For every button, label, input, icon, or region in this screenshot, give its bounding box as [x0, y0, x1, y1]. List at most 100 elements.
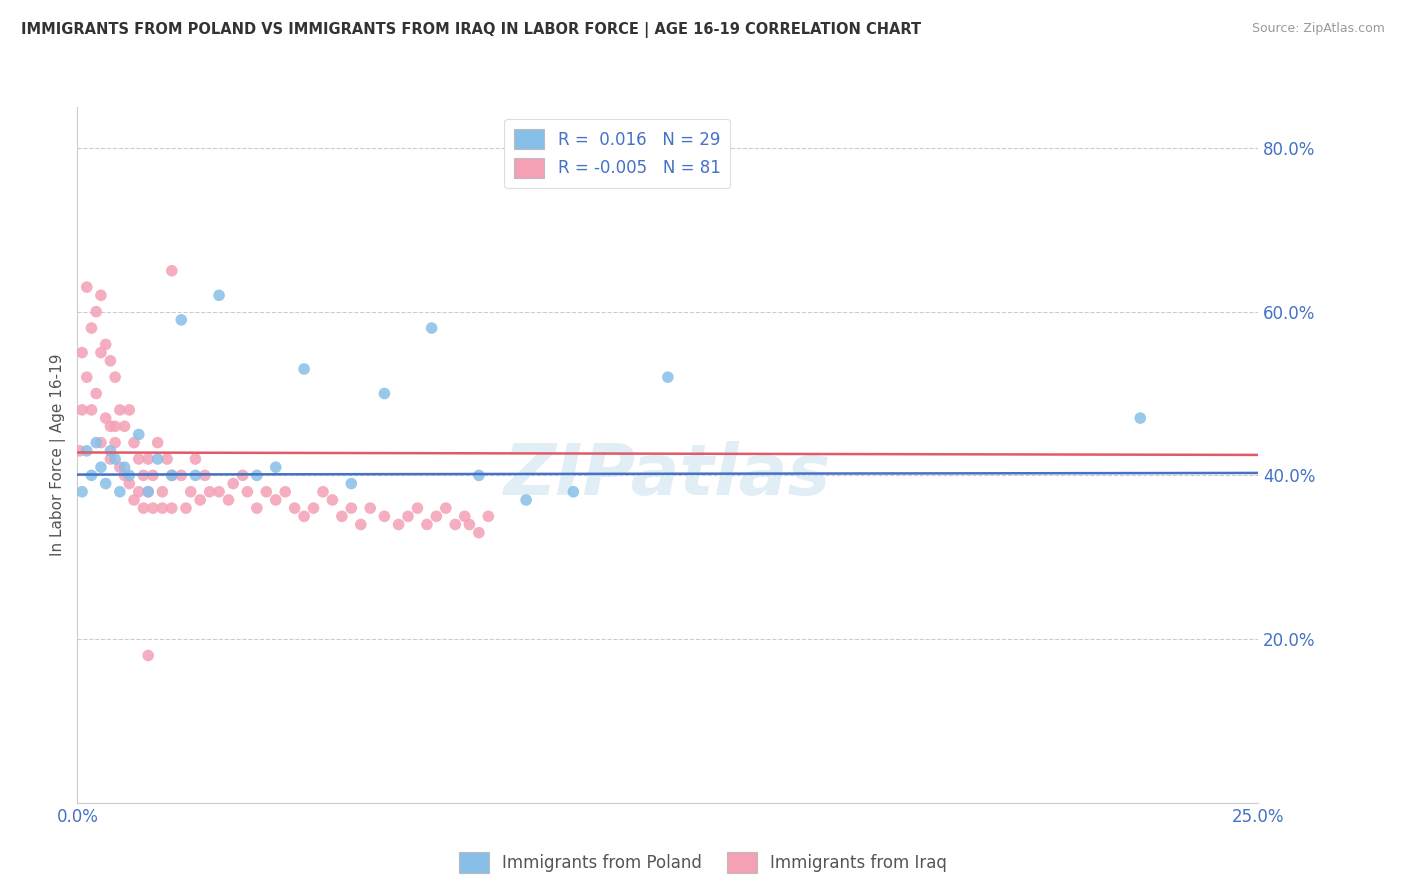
Point — [132, 468, 155, 483]
Point — [69, 443, 91, 458]
Point — [84, 304, 107, 318]
Point — [142, 501, 165, 516]
Point — [444, 517, 467, 532]
Point — [458, 517, 481, 532]
Point — [146, 435, 169, 450]
Point — [94, 476, 117, 491]
Point — [136, 484, 159, 499]
Point — [100, 419, 122, 434]
Point — [76, 443, 98, 458]
Point — [373, 509, 395, 524]
Point — [90, 435, 112, 450]
Point — [160, 468, 183, 483]
Point — [104, 435, 127, 450]
Point — [562, 484, 585, 499]
Point — [128, 452, 150, 467]
Point — [264, 492, 287, 507]
Point — [142, 468, 165, 483]
Point — [350, 517, 373, 532]
Point — [292, 362, 315, 376]
Point — [454, 509, 477, 524]
Point — [122, 492, 145, 507]
Point — [396, 509, 419, 524]
Point — [76, 370, 98, 384]
Point — [340, 501, 363, 516]
Point — [150, 484, 173, 499]
Point — [104, 419, 127, 434]
Point — [128, 484, 150, 499]
Point — [70, 403, 93, 417]
Legend: R =  0.016   N = 29, R = -0.005   N = 81: R = 0.016 N = 29, R = -0.005 N = 81 — [505, 119, 730, 188]
Point — [406, 501, 429, 516]
Point — [184, 468, 207, 483]
Point — [1129, 411, 1152, 425]
Text: ZIPatlas: ZIPatlas — [505, 442, 831, 510]
Point — [114, 468, 136, 483]
Point — [150, 501, 173, 516]
Point — [122, 435, 145, 450]
Point — [425, 509, 447, 524]
Point — [70, 484, 93, 499]
Point — [184, 452, 207, 467]
Point — [76, 280, 98, 294]
Point — [198, 484, 221, 499]
Point — [118, 468, 141, 483]
Point — [340, 476, 363, 491]
Y-axis label: In Labor Force | Age 16-19: In Labor Force | Age 16-19 — [51, 353, 66, 557]
Point — [188, 492, 211, 507]
Point — [264, 460, 287, 475]
Point — [80, 468, 103, 483]
Point — [132, 501, 155, 516]
Point — [100, 452, 122, 467]
Point — [657, 370, 679, 384]
Point — [359, 501, 381, 516]
Point — [90, 288, 112, 302]
Point — [218, 492, 240, 507]
Point — [94, 411, 117, 425]
Text: IMMIGRANTS FROM POLAND VS IMMIGRANTS FROM IRAQ IN LABOR FORCE | AGE 16-19 CORREL: IMMIGRANTS FROM POLAND VS IMMIGRANTS FRO… — [21, 22, 921, 38]
Point — [84, 435, 107, 450]
Point — [146, 452, 169, 467]
Point — [160, 501, 183, 516]
Point — [174, 501, 197, 516]
Point — [118, 476, 141, 491]
Point — [515, 492, 537, 507]
Point — [170, 313, 193, 327]
Point — [274, 484, 297, 499]
Point — [222, 476, 245, 491]
Point — [434, 501, 457, 516]
Point — [312, 484, 335, 499]
Point — [160, 264, 183, 278]
Point — [128, 427, 150, 442]
Point — [100, 353, 122, 368]
Point — [468, 525, 491, 540]
Point — [136, 648, 159, 663]
Point — [118, 403, 141, 417]
Point — [104, 452, 127, 467]
Text: Source: ZipAtlas.com: Source: ZipAtlas.com — [1251, 22, 1385, 36]
Point — [70, 345, 93, 359]
Point — [254, 484, 277, 499]
Point — [477, 509, 499, 524]
Point — [302, 501, 325, 516]
Point — [114, 460, 136, 475]
Point — [84, 386, 107, 401]
Point — [80, 403, 103, 417]
Point — [246, 468, 269, 483]
Point — [108, 484, 131, 499]
Point — [236, 484, 259, 499]
Point — [208, 484, 231, 499]
Point — [468, 468, 491, 483]
Point — [114, 419, 136, 434]
Point — [108, 460, 131, 475]
Point — [136, 484, 159, 499]
Point — [170, 468, 193, 483]
Point — [136, 452, 159, 467]
Point — [232, 468, 254, 483]
Point — [194, 468, 217, 483]
Point — [100, 443, 122, 458]
Point — [80, 321, 103, 335]
Point — [387, 517, 409, 532]
Point — [94, 337, 117, 351]
Point — [330, 509, 353, 524]
